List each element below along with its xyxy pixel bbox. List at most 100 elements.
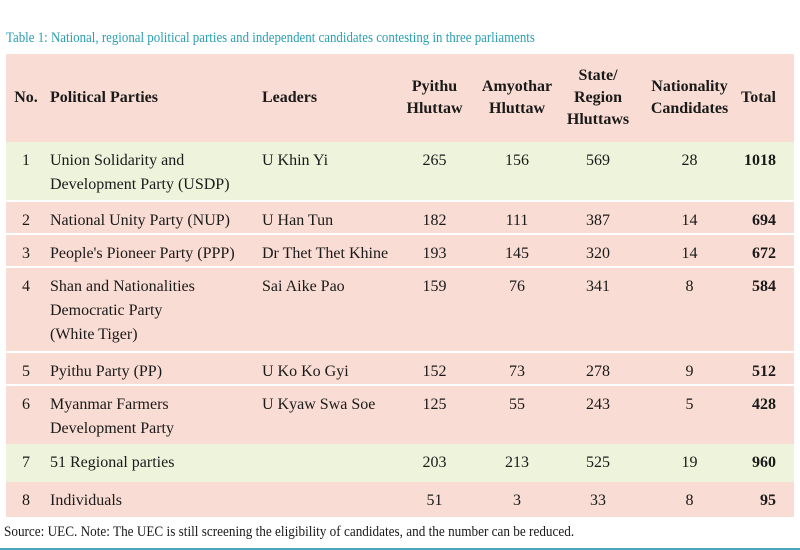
cell-state: 341 (558, 266, 638, 352)
table-row: 8 Individuals 51 3 33 8 95 (6, 482, 794, 517)
cell-nationality: 28 (681, 152, 698, 169)
cell-nationality: 19 (681, 454, 698, 471)
cell-leader: Sai Aike Pao (258, 266, 393, 352)
cell-no: 3 (6, 233, 46, 267)
cell-state: 278 (558, 351, 638, 385)
header-amyothar-line: Amyothar (481, 78, 553, 95)
cell-no: 2 (6, 200, 46, 234)
cell-state: 33 (590, 492, 606, 509)
party-line: Individuals (50, 492, 122, 509)
header-nationality-line: Candidates (650, 100, 729, 117)
cell-pyithu: 182 (393, 200, 476, 234)
cell-amyothar: 111 (476, 200, 558, 234)
party-line: 51 Regional parties (50, 454, 175, 471)
party-line: Shan and Nationalities (50, 278, 195, 295)
cell-pyithu: 51 (426, 492, 443, 509)
cell-total: 960 (752, 454, 776, 471)
header-pyithu-line: Pyithu (411, 78, 458, 95)
header-nationality-line: Nationality (651, 78, 728, 95)
party-line: Union Solidarity and (50, 152, 185, 169)
cell-total: 95 (760, 492, 776, 509)
cell-nationality: 5 (638, 384, 741, 444)
party-line: People's Pioneer Party (PPP) (50, 245, 235, 262)
header-total: Total (741, 89, 776, 106)
cell-amyothar: 3 (513, 492, 521, 509)
cell-pyithu: 193 (393, 233, 476, 267)
party-line: Development Party (50, 420, 174, 437)
cell-party: Myanmar Farmers Development Party (46, 384, 258, 444)
cell-leader: U Ko Ko Gyi (258, 351, 393, 385)
cell-leader: Dr Thet Thet Khine (258, 233, 393, 267)
header-state-line: Hluttaws (566, 111, 630, 128)
cell-total: 694 (741, 200, 794, 234)
cell-party: People's Pioneer Party (PPP) (46, 233, 258, 267)
cell-state: 525 (586, 454, 610, 471)
cell-party: National Unity Party (NUP) (46, 200, 258, 234)
cell-total: 512 (741, 351, 794, 385)
cell-no: 8 (22, 492, 30, 509)
header-state-line: Region (574, 89, 622, 106)
cell-party: Individuals (46, 482, 258, 517)
cell-no: 5 (6, 351, 46, 385)
cell-nationality: 14 (638, 233, 741, 267)
cell-party: Pyithu Party (PP) (46, 351, 258, 385)
cell-party: Union Solidarity and Development Party (… (46, 142, 258, 201)
cell-state: 569 (586, 152, 610, 169)
cell-pyithu: 203 (422, 454, 447, 471)
header-nationality: Nationality Candidates (638, 54, 741, 142)
cell-no: 6 (6, 384, 46, 444)
cell-pyithu: 152 (393, 351, 476, 385)
cell-nationality: 14 (638, 200, 741, 234)
cell-state: 320 (558, 233, 638, 267)
header-party: Political Parties (50, 89, 158, 106)
table-row: 2 National Unity Party (NUP) U Han Tun 1… (6, 200, 794, 234)
cell-no: 7 (22, 454, 30, 471)
cell-leader: U Khin Yi (262, 152, 329, 169)
cell-total: 584 (741, 266, 794, 352)
cell-nationality: 8 (685, 492, 694, 509)
cell-amyothar: 76 (476, 266, 558, 352)
cell-pyithu: 265 (422, 152, 447, 169)
cell-state: 387 (558, 200, 638, 234)
cell-leader: U Kyaw Swa Soe (258, 384, 393, 444)
table-row: 1 Union Solidarity and Development Party… (6, 142, 794, 201)
candidates-table: No. Political Parties Leaders Pyithu Hlu… (6, 54, 794, 517)
header-no: No. (14, 89, 38, 106)
party-line: Development Party (USDP) (50, 176, 230, 193)
source-note: Source: UEC. Note: The UEC is still scre… (4, 524, 575, 540)
cell-leader: U Han Tun (258, 200, 393, 234)
header-amyothar-line: Hluttaw (489, 100, 545, 117)
cell-amyothar: 73 (476, 351, 558, 385)
cell-no: 4 (6, 266, 46, 352)
party-line: National Unity Party (NUP) (50, 212, 230, 229)
cell-nationality: 8 (638, 266, 741, 352)
cell-amyothar: 145 (476, 233, 558, 267)
cell-total: 1018 (744, 152, 776, 169)
cell-amyothar: 156 (505, 152, 529, 169)
cell-party: 51 Regional parties (46, 444, 258, 482)
cell-leader (258, 444, 393, 482)
bottom-rule (0, 548, 800, 550)
header-amyothar: Amyothar Hluttaw (476, 54, 558, 142)
table-row: 3 People's Pioneer Party (PPP) Dr Thet T… (6, 233, 794, 267)
party-line: Myanmar Farmers (50, 396, 169, 413)
table-row: 7 51 Regional parties 203 213 525 19 960 (6, 444, 794, 482)
cell-state: 243 (558, 384, 638, 444)
header-pyithu-line: Hluttaw (406, 100, 463, 117)
cell-total: 428 (741, 384, 794, 444)
header-pyithu: Pyithu Hluttaw (393, 54, 476, 142)
table-row: 4 Shan and Nationalities Democratic Part… (6, 266, 794, 352)
cell-amyothar: 213 (505, 454, 529, 471)
cell-nationality: 9 (638, 351, 741, 385)
table-title: Table 1: National, regional political pa… (6, 30, 535, 46)
cell-party: Shan and Nationalities Democratic Party … (46, 266, 258, 352)
header-row: No. Political Parties Leaders Pyithu Hlu… (6, 54, 794, 142)
cell-pyithu: 159 (393, 266, 476, 352)
header-state: State/ Region Hluttaws (558, 54, 638, 142)
cell-pyithu: 125 (393, 384, 476, 444)
party-line: (White Tiger) (50, 326, 138, 343)
table-row: 6 Myanmar Farmers Development Party U Ky… (6, 384, 794, 444)
cell-amyothar: 55 (476, 384, 558, 444)
cell-no: 1 (22, 152, 30, 169)
header-leaders: Leaders (262, 89, 318, 106)
